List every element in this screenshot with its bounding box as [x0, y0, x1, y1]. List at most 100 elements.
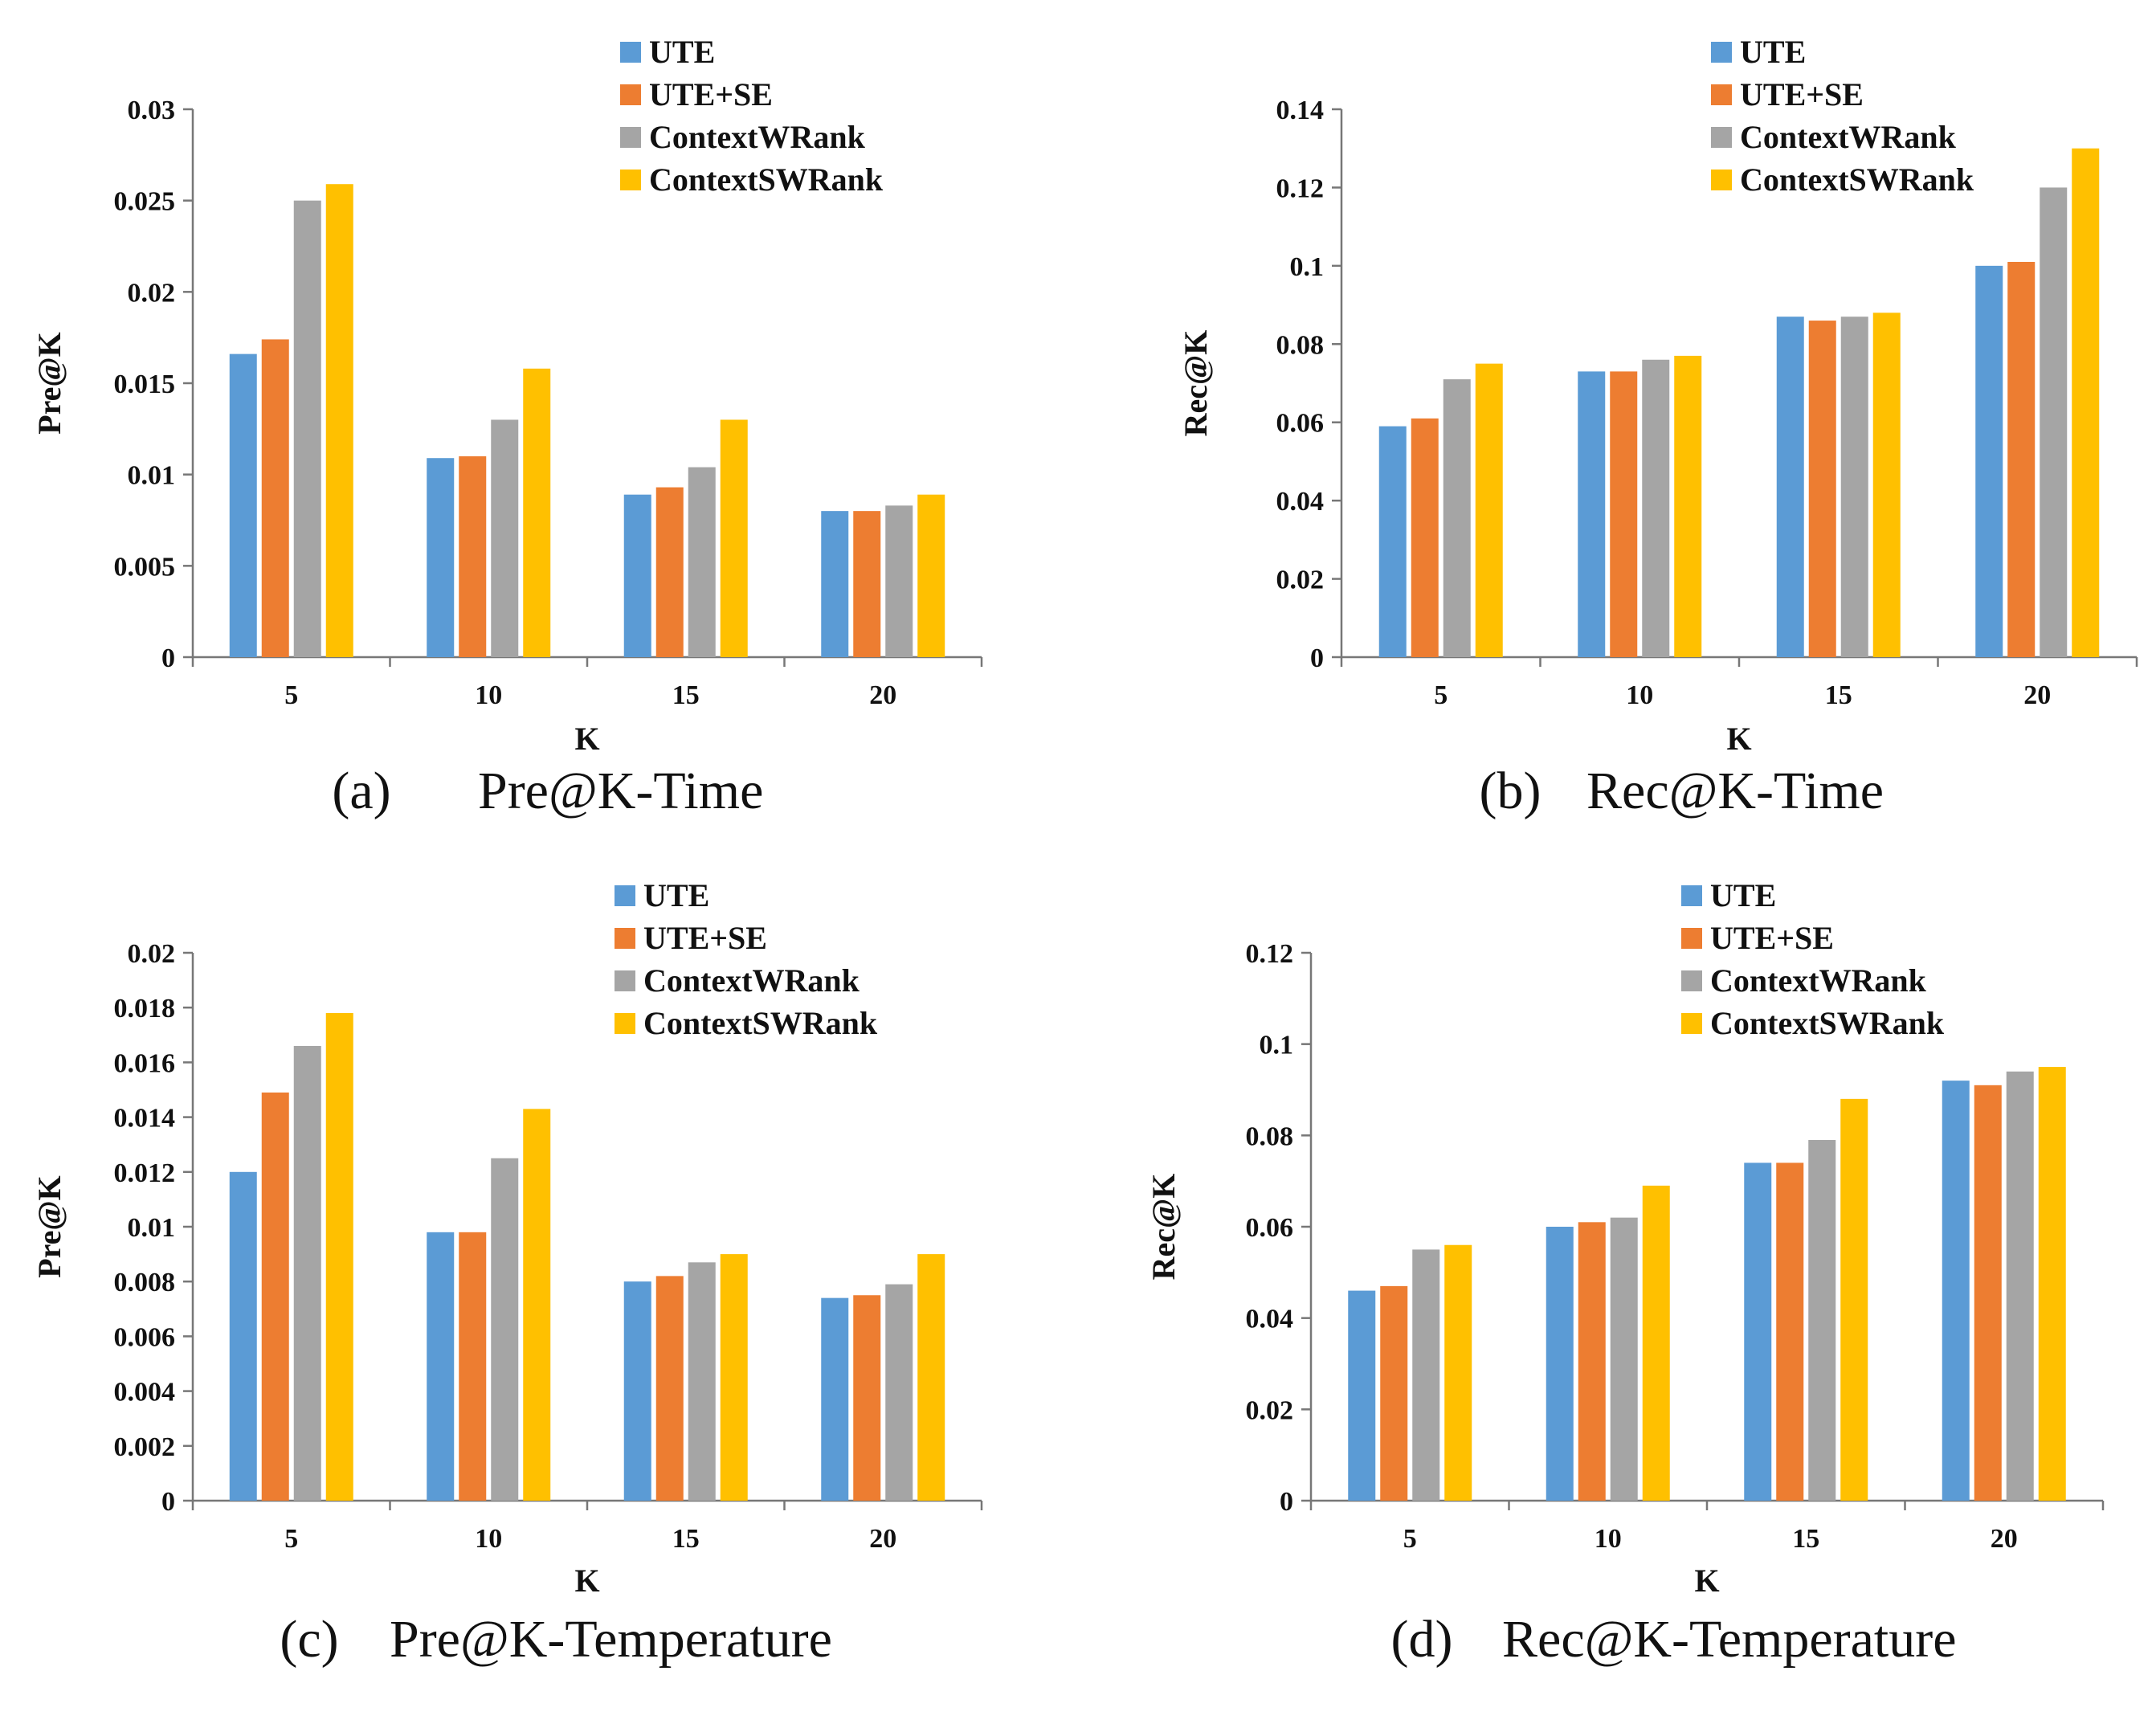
legend-label: UTE+SE	[649, 76, 773, 112]
legend-swatch	[1711, 127, 1732, 148]
y-tick-label: 0.02	[128, 278, 176, 308]
legend-swatch	[620, 42, 641, 63]
legend-label: ContextSWRank	[1710, 1005, 1945, 1041]
y-tick-label: 0.1	[1260, 1031, 1294, 1060]
bar-ute-se-k15	[1808, 321, 1836, 657]
y-tick-label: 0.08	[1246, 1121, 1294, 1151]
y-tick-label: 0.002	[114, 1432, 176, 1462]
legend-label: UTE	[1710, 877, 1776, 913]
bar-ute-se-k5	[1411, 418, 1439, 657]
bar-contextwrank-k15	[688, 467, 716, 657]
legend-swatch	[620, 170, 641, 190]
bar-ute-k20	[821, 1297, 849, 1501]
legend-label: ContextWRank	[1740, 119, 1957, 155]
legend-label: ContextWRank	[649, 119, 866, 155]
x-axis-title: K	[574, 1563, 599, 1599]
bar-contextswrank-k20	[2072, 148, 2100, 657]
caption-tag: (a)	[332, 762, 390, 820]
y-tick-label: 0.04	[1246, 1305, 1294, 1334]
legend-label: ContextSWRank	[643, 1005, 878, 1041]
caption-tag: (d)	[1391, 1610, 1453, 1669]
legend-swatch	[1681, 1013, 1702, 1034]
legend-swatch	[615, 928, 635, 949]
bar-ute-k5	[229, 353, 257, 657]
bar-ute-se-k15	[1776, 1162, 1804, 1501]
legend-label: UTE+SE	[643, 920, 767, 956]
y-tick-label: 0.008	[114, 1268, 176, 1297]
chart-panel-0: 0 0.005 0.01 0.015 0.02 0.025 0.03 5 10 15 20 K Pre@…	[31, 34, 983, 820]
bar-ute-se-k20	[2007, 261, 2036, 657]
y-tick-label: 0.12	[1276, 174, 1325, 203]
bar-ute-se-k10	[459, 1232, 487, 1501]
bar-contextswrank-k5	[325, 184, 353, 657]
bar-ute-se-k10	[1578, 1222, 1606, 1501]
legend-swatch	[1711, 170, 1732, 190]
y-tick-label: 0	[1310, 643, 1324, 673]
bar-contextwrank-k5	[293, 200, 321, 657]
bar-ute-se-k15	[655, 487, 684, 657]
bar-ute-se-k20	[853, 511, 881, 657]
caption-text: Rec@K-Time	[1586, 762, 1884, 820]
legend-swatch	[615, 885, 635, 906]
bar-contextswrank-k10	[523, 368, 551, 657]
y-axis-title: Rec@K	[1145, 1174, 1182, 1281]
x-tick-label: 5	[1434, 680, 1448, 710]
bar-ute-k15	[1744, 1162, 1772, 1501]
bar-ute-k15	[623, 494, 651, 657]
legend-swatch	[1681, 928, 1702, 949]
y-tick-label: 0.12	[1246, 939, 1294, 969]
caption-text: Pre@K-Temperature	[390, 1610, 832, 1669]
y-tick-label: 0.005	[114, 552, 176, 582]
y-axis-title: Pre@K	[31, 1175, 67, 1278]
bar-contextswrank-k5	[325, 1013, 353, 1501]
x-tick-label: 20	[869, 680, 896, 710]
bar-contextswrank-k15	[720, 419, 748, 657]
y-tick-label: 0.14	[1276, 96, 1325, 125]
bar-contextwrank-k5	[1443, 379, 1471, 657]
x-tick-label: 10	[1626, 680, 1653, 710]
bar-contextwrank-k10	[1642, 359, 1670, 657]
bar-ute-k20	[1975, 265, 2003, 657]
legend-swatch	[620, 84, 641, 105]
x-axis-title: K	[1694, 1563, 1719, 1599]
bar-ute-se-k20	[1974, 1085, 2002, 1501]
caption-tag: (b)	[1480, 762, 1541, 820]
bar-contextswrank-k15	[720, 1254, 748, 1501]
bar-contextwrank-k5	[293, 1045, 321, 1501]
y-tick-label: 0.025	[114, 187, 176, 217]
legend-label: ContextSWRank	[1740, 161, 1974, 198]
y-tick-label: 0.1	[1290, 252, 1325, 282]
x-tick-label: 10	[1595, 1524, 1622, 1554]
y-tick-label: 0.012	[114, 1158, 176, 1188]
y-tick-label: 0.004	[114, 1378, 176, 1407]
legend: UTE UTE+SE ContextWRank ContextSWRank	[1681, 877, 1945, 1041]
x-tick-label: 15	[672, 680, 700, 710]
y-axis-title: Pre@K	[31, 332, 67, 435]
y-tick-label: 0.015	[114, 370, 176, 399]
legend-swatch	[615, 970, 635, 991]
bar-contextswrank-k10	[1674, 355, 1702, 657]
y-tick-label: 0	[1280, 1487, 1293, 1517]
y-tick-label: 0.06	[1276, 409, 1325, 439]
y-tick-label: 0.016	[114, 1048, 176, 1078]
caption-tag: (c)	[280, 1610, 338, 1669]
legend: UTE UTE+SE ContextWRank ContextSWRank	[620, 34, 884, 198]
bar-ute-k15	[1776, 317, 1804, 657]
y-tick-label: 0.04	[1276, 487, 1325, 517]
legend-swatch	[1681, 885, 1702, 906]
y-tick-label: 0.02	[128, 939, 176, 969]
x-tick-label: 10	[475, 1524, 502, 1554]
bar-contextswrank-k20	[917, 494, 945, 657]
x-tick-label: 5	[1403, 1524, 1417, 1554]
bar-contextwrank-k10	[491, 419, 519, 657]
bar-ute-se-k10	[1610, 371, 1638, 657]
legend-label: UTE+SE	[1740, 76, 1864, 112]
chart-panel-1: 0 0.02 0.04 0.06 0.08 0.1 0.12 0.14 5 10 15 20 K Rec@…	[1178, 34, 2138, 820]
bar-ute-se-k5	[261, 339, 289, 657]
bar-ute-se-k15	[655, 1276, 684, 1501]
legend-label: ContextWRank	[643, 962, 860, 999]
legend-label: UTE	[649, 34, 715, 70]
y-tick-label: 0.08	[1276, 330, 1325, 360]
bar-ute-se-k5	[261, 1092, 289, 1501]
